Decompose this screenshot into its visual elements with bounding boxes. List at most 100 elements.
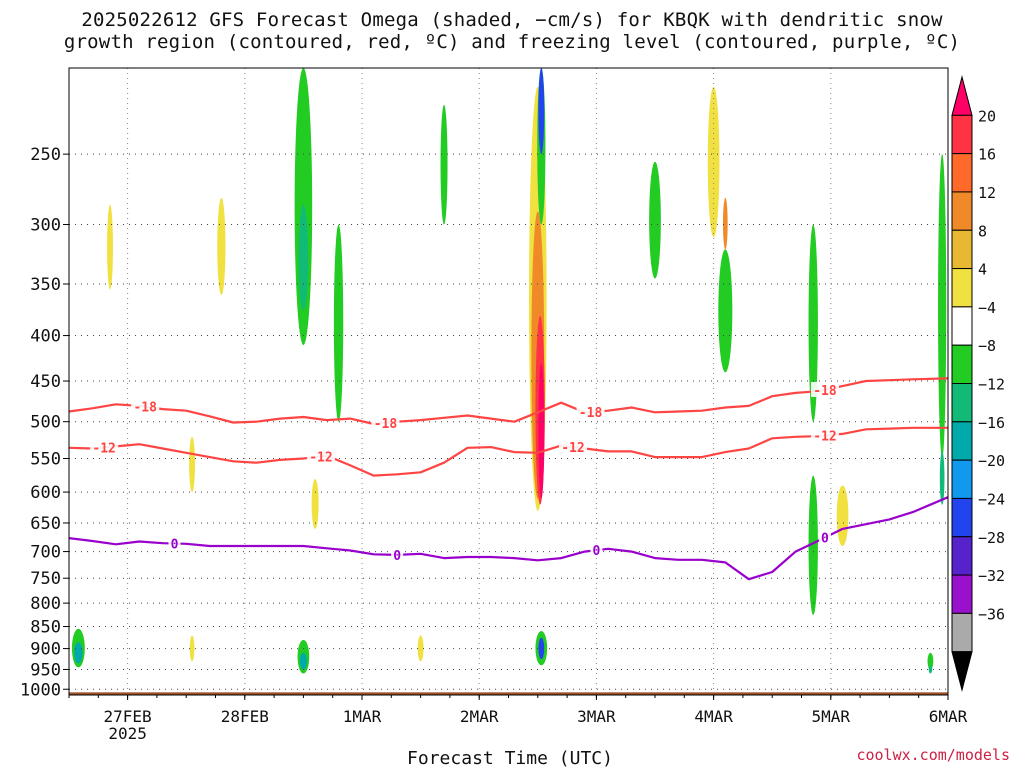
omega-shade-region xyxy=(333,224,344,422)
x-tick-label: 28FEB xyxy=(221,707,269,726)
colorbar-top-arrow xyxy=(951,75,973,116)
contour-label-bg xyxy=(558,439,587,455)
contour-label-bg xyxy=(371,414,400,430)
colorbar-swatch xyxy=(951,191,973,231)
omega-shade-region xyxy=(217,197,226,295)
contour-label: -12 xyxy=(813,430,836,445)
colorbar-label: −28 xyxy=(978,529,1005,547)
colorbar-label: −24 xyxy=(978,490,1005,508)
contour-label-bg xyxy=(810,381,839,397)
y-tick-label: 400 xyxy=(30,327,61,347)
contour-label: 0 xyxy=(821,532,829,547)
contour-label: -18 xyxy=(133,401,157,416)
x-tick-label: 6MAR xyxy=(929,707,968,726)
colorbar-swatch xyxy=(951,536,973,576)
contour-line-m12 xyxy=(68,426,948,477)
colorbar-label: −36 xyxy=(978,605,1005,623)
y-tick-label: 500 xyxy=(30,413,61,433)
colorbar-swatch xyxy=(951,344,973,384)
y-tick-label: 850 xyxy=(30,618,61,638)
omega-shade-region xyxy=(707,86,720,238)
omega-shade-region xyxy=(417,635,424,662)
y-tick-label: 750 xyxy=(30,569,61,589)
x-tick-label: 2MAR xyxy=(460,707,499,726)
colorbar-swatch xyxy=(951,114,973,155)
colorbar-swatch xyxy=(951,383,973,423)
colorbar-swatch xyxy=(951,574,973,614)
contour-layer: -18 -18 -18 -18 -12 -12 -12 -12 0 0 0 0 xyxy=(68,377,949,581)
contour-label-bg xyxy=(90,439,119,455)
contour-label: 0 xyxy=(393,549,401,564)
contour-label: -18 xyxy=(579,406,603,421)
y-tick-label: 950 xyxy=(30,660,61,680)
omega-shade-region xyxy=(928,665,933,674)
contour-label-bg xyxy=(818,529,831,545)
colorbar-swatch xyxy=(951,421,973,461)
y-tick-label: 700 xyxy=(30,543,61,563)
omega-shade-region xyxy=(538,68,545,155)
x-tick-label: 4MAR xyxy=(694,707,733,726)
colorbar-swatch xyxy=(951,497,973,538)
y-tick-label: 550 xyxy=(30,449,61,469)
chart-title-line1: 2025022612 GFS Forecast Omega (shaded, −… xyxy=(81,9,943,31)
x-tick-label: 5MAR xyxy=(812,707,851,726)
omega-shade-region xyxy=(538,637,545,660)
contour-label-bg xyxy=(391,546,404,562)
omega-shade-region xyxy=(718,249,733,373)
colorbar-label: 12 xyxy=(978,184,996,202)
omega-shade-region xyxy=(938,154,947,459)
colorbar-label: −16 xyxy=(978,414,1005,432)
omega-shade-region xyxy=(939,451,945,505)
ground-band xyxy=(69,692,948,695)
omega-shade-region xyxy=(836,485,849,547)
colorbar: 20 16 12 8 4 −4 −8 −12 −16 −20 −24 −28 −32 −36 xyxy=(951,75,1005,692)
x-tick-label: 27FEB xyxy=(104,707,152,726)
omega-shade-region xyxy=(538,363,545,499)
y-tick-label: 650 xyxy=(30,514,61,534)
colorbar-swatch xyxy=(951,459,973,499)
colorbar-label: 8 xyxy=(978,222,987,240)
y-tick-label: 800 xyxy=(30,594,61,614)
contour-label: -12 xyxy=(561,441,584,456)
x-tick-sublabel: 2025 xyxy=(108,724,147,743)
colorbar-label: 4 xyxy=(978,261,987,279)
x-tick-label: 3MAR xyxy=(577,707,616,726)
contour-label: -12 xyxy=(92,441,115,456)
omega-shade-region xyxy=(74,642,83,664)
contour-label-bg xyxy=(590,542,603,558)
y-tick-label: 300 xyxy=(30,216,61,236)
colorbar-label: −8 xyxy=(978,337,996,355)
colorbar-bottom-arrow xyxy=(951,651,973,692)
omega-shade-region xyxy=(722,197,728,250)
y-tick-label: 600 xyxy=(30,483,61,503)
grid-layer xyxy=(69,68,949,695)
contour-label: -12 xyxy=(309,450,332,465)
contour-label-bg xyxy=(131,398,160,414)
colorbar-swatch xyxy=(951,612,973,653)
chart-title-line2: growth region (contoured, red, ºC) and f… xyxy=(63,31,961,53)
colorbar-label: −20 xyxy=(978,452,1005,470)
y-tick-label: 1000 xyxy=(20,680,61,700)
omega-shade-region xyxy=(298,204,309,311)
colorbar-label: −32 xyxy=(978,567,1005,585)
ground-layer xyxy=(69,692,948,695)
colorbar-swatch xyxy=(951,229,973,270)
contour-label-bg xyxy=(168,535,181,551)
y-tick-label: 450 xyxy=(30,372,61,392)
colorbar-swatch xyxy=(951,268,973,308)
omega-shade-region xyxy=(808,475,818,615)
omega-shade-region xyxy=(927,652,934,670)
colorbar-label: −4 xyxy=(978,299,996,317)
omega-shade-region xyxy=(808,224,818,422)
contour-label: 0 xyxy=(592,544,600,559)
contour-line-m18 xyxy=(68,377,949,426)
omega-shade-region xyxy=(189,635,195,662)
contour-label: 0 xyxy=(171,537,179,552)
contour-label-bg xyxy=(810,427,839,443)
y-tick-label: 350 xyxy=(30,275,61,295)
omega-shading-layer xyxy=(71,68,947,674)
y-tick-label: 250 xyxy=(30,145,61,165)
